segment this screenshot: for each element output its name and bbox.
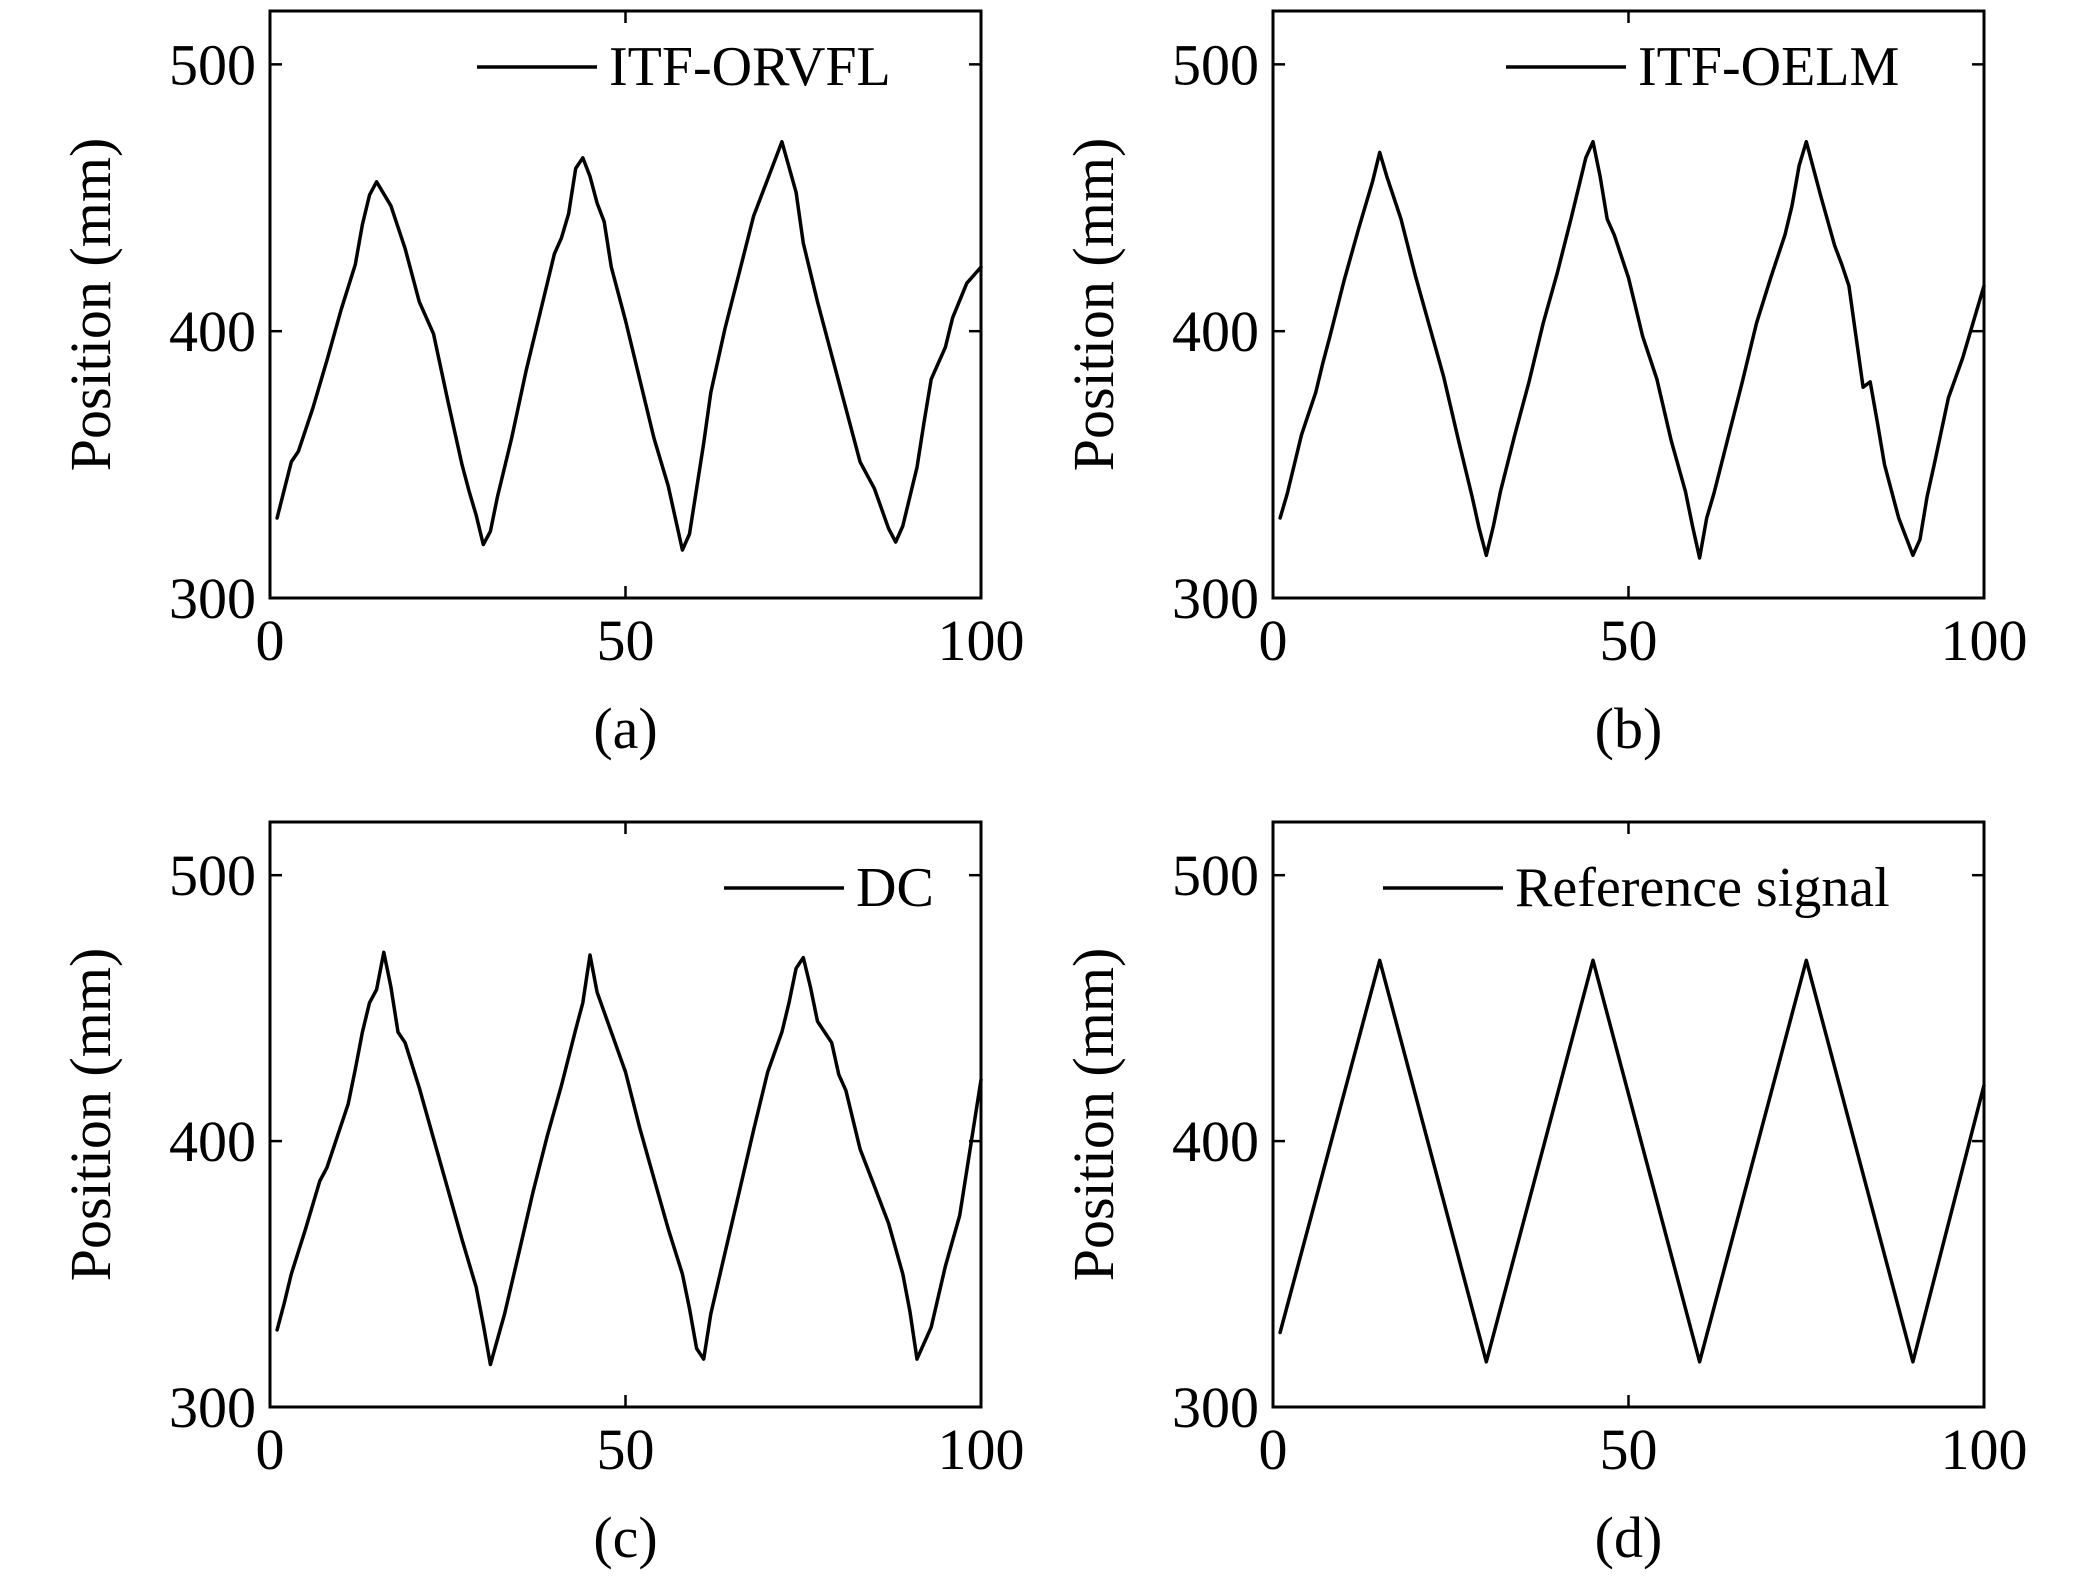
y-axis-label: Position (mm)	[1061, 138, 1126, 472]
subplot-4: 0 50 100 300 400 500 Position (mm) Reference si…	[1061, 820, 2028, 1570]
legend-label: ITF-ORVFL	[609, 36, 891, 98]
x-tick-label: 100	[1941, 608, 2028, 673]
x-tick-label: 100	[1941, 1417, 2028, 1482]
x-tick-label: 50	[597, 1417, 655, 1482]
panel-caption: (b)	[1595, 696, 1663, 761]
panel-caption: (a)	[593, 696, 657, 761]
x-tick-label: 50	[1600, 1417, 1658, 1482]
x-tick-label: 50	[1600, 608, 1658, 673]
y-tick-label: 500	[169, 843, 256, 908]
series-line	[1278, 958, 1986, 1364]
x-tick-label: 50	[597, 608, 655, 673]
x-tick-label: 0	[256, 1417, 285, 1482]
y-tick-label: 400	[169, 299, 256, 364]
y-tick-label: 300	[169, 1375, 256, 1440]
y-tick-label: 400	[1172, 1109, 1259, 1174]
x-tick-label: 100	[938, 608, 1025, 673]
legend-label: ITF-OELM	[1638, 36, 1899, 98]
legend-label: DC	[856, 857, 934, 919]
series-line	[275, 950, 983, 1367]
panel-caption: (d)	[1595, 1505, 1663, 1570]
x-tick-label: 0	[1259, 1417, 1288, 1482]
y-tick-label: 300	[1172, 1375, 1259, 1440]
y-tick-label: 500	[169, 32, 256, 97]
y-tick-label: 300	[169, 566, 256, 631]
plot-frame	[1271, 9, 1986, 600]
y-axis-label: Position (mm)	[58, 138, 123, 472]
y-tick-label: 500	[1172, 843, 1259, 908]
panel-caption: (c)	[593, 1505, 657, 1570]
x-tick-label: 0	[256, 608, 285, 673]
subplot-3: 0 50 100 300 400 500 Position (mm) DC (c)	[58, 820, 1025, 1570]
y-tick-label: 300	[1172, 566, 1259, 631]
subplot-2: 0 50 100 300 400 500 Position (mm) ITF-OELM (b)	[1061, 9, 2028, 761]
y-tick-label: 400	[1172, 299, 1259, 364]
series-line	[1278, 139, 1986, 560]
y-axis-label: Position (mm)	[1061, 948, 1126, 1282]
series-line	[275, 139, 983, 552]
y-axis-label: Position (mm)	[58, 948, 123, 1282]
y-tick-label: 400	[169, 1109, 256, 1174]
legend-label: Reference signal	[1515, 857, 1890, 919]
subplot-1: 0 50 100 300 400 500 Position (mm) ITF-ORVFL (a)	[58, 9, 1025, 761]
x-tick-label: 100	[938, 1417, 1025, 1482]
plot-frame	[268, 9, 983, 600]
y-tick-label: 500	[1172, 32, 1259, 97]
x-tick-label: 0	[1259, 608, 1288, 673]
